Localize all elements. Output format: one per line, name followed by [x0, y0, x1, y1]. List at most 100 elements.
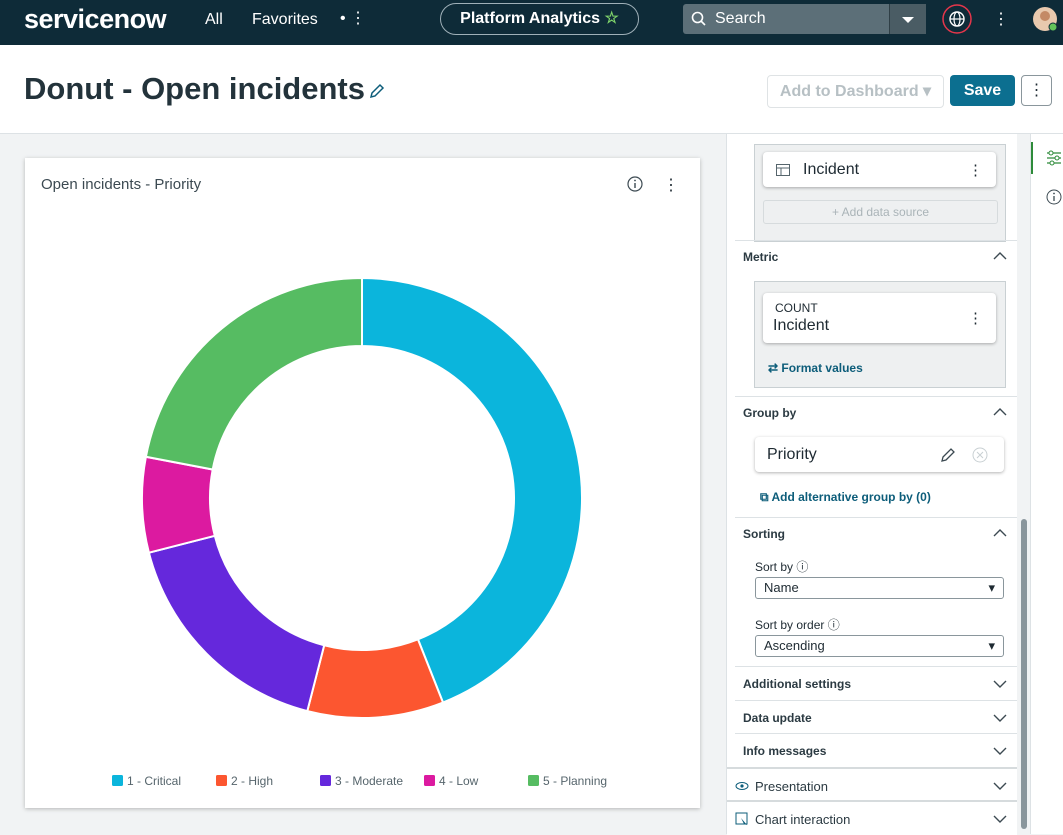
nav-link[interactable]: All: [205, 11, 223, 28]
cursor-icon: [735, 812, 748, 825]
page-title: Donut - Open incidents: [24, 71, 365, 106]
divider: [735, 240, 1017, 241]
section-title: Chart interaction: [755, 812, 851, 827]
donut-chart: 1 - Critical 2 - High 3 - Moderate 4 - Low 5…: [112, 276, 607, 788]
search-box[interactable]: Search: [683, 4, 926, 34]
globe-button[interactable]: [941, 4, 973, 34]
add-data-source-label: Add data source: [841, 205, 930, 219]
legend-swatch: [112, 775, 123, 786]
remove-group[interactable]: [972, 447, 988, 463]
header-kebab[interactable]: ⋮: [1021, 75, 1052, 106]
eye-icon: [735, 781, 749, 790]
data-source-card[interactable]: Incident ⋮: [763, 152, 996, 187]
legend-swatch: [320, 775, 331, 786]
info-icon[interactable]: [627, 176, 643, 192]
expand-icon[interactable]: [993, 679, 1007, 689]
metric-aggregate: COUNT: [775, 301, 818, 315]
collapsed-section[interactable]: Presentation: [727, 766, 1017, 802]
field-label: Sort by ⓘ: [755, 560, 809, 574]
format-values-label: Format values: [781, 361, 863, 375]
star-icon[interactable]: ☆: [604, 10, 619, 27]
legend-label: 1 - Critical: [127, 774, 181, 788]
expand-icon[interactable]: [993, 781, 1007, 791]
sort-by-select[interactable]: Name ▾: [755, 577, 1004, 599]
data-source-name: Incident: [803, 161, 860, 178]
page-header: Donut - Open incidents Add to Dashboard …: [0, 45, 1063, 134]
app-pill[interactable]: Platform Analytics ☆: [440, 3, 639, 35]
donut-slice: [361, 276, 583, 704]
sort-order-value: Ascending: [764, 638, 825, 653]
sort-order-select[interactable]: Ascending ▾: [755, 635, 1004, 657]
search-placeholder: Search: [715, 10, 766, 27]
expand-icon[interactable]: [993, 814, 1007, 824]
section-title: Group by: [743, 406, 797, 420]
info-tab[interactable]: [1046, 189, 1062, 205]
legend-swatch: [216, 775, 227, 786]
edit-group[interactable]: [940, 447, 956, 463]
legend-label: 5 - Planning: [543, 774, 607, 788]
metric-table: Incident: [773, 317, 830, 334]
search-dropdown[interactable]: [889, 4, 926, 34]
donut-slice: [141, 455, 216, 554]
collapse-icon[interactable]: [993, 407, 1007, 417]
legend-label: 4 - Low: [439, 774, 479, 788]
side-rail: [1030, 134, 1063, 834]
sort-by-value: Name: [764, 580, 799, 595]
donut-slice: [306, 638, 445, 719]
metric-kebab[interactable]: ⋮: [968, 310, 983, 327]
legend-label: 3 - Moderate: [335, 774, 403, 788]
legend-swatch: [528, 775, 539, 786]
edit-title[interactable]: [368, 82, 386, 100]
group-by-field: Priority: [767, 446, 817, 463]
add-group-by-label: Add alternative group by (0): [771, 490, 931, 504]
scrollbar[interactable]: [1021, 519, 1027, 829]
save-button[interactable]: Save: [950, 75, 1015, 106]
section-title: Info messages: [743, 744, 827, 758]
add-data-source[interactable]: + Add data source: [763, 200, 998, 224]
active-indicator: [1031, 142, 1033, 174]
collapsed-section[interactable]: Additional settings: [735, 666, 1017, 700]
section-title: Metric: [743, 250, 779, 264]
data-source-kebab[interactable]: ⋮: [968, 162, 983, 179]
more-menu[interactable]: • ⋮: [340, 10, 367, 27]
sort-by-label: Sort by: [755, 560, 794, 574]
collapse-icon[interactable]: [993, 528, 1007, 538]
app-name: Platform Analytics: [460, 10, 601, 27]
expand-icon[interactable]: [993, 713, 1007, 723]
nav-kebab[interactable]: ⋮: [993, 11, 1009, 28]
divider: [735, 517, 1017, 518]
divider: [735, 396, 1017, 397]
avatar[interactable]: [1032, 6, 1058, 32]
donut-slice: [144, 276, 363, 471]
config-tab[interactable]: [1046, 150, 1062, 166]
collapsed-section[interactable]: Chart interaction: [727, 800, 1017, 835]
add-to-dashboard-label: Add to Dashboard: [779, 83, 919, 100]
collapse-icon[interactable]: [993, 251, 1007, 261]
config-panel: Incident ⋮ + Add data source Metric COUN…: [726, 134, 1027, 835]
navbar: servicenow All Favorites • ⋮ Platform An…: [0, 0, 1063, 45]
chart-card: Open incidents - Priority ⋮ 1 - Critical…: [25, 158, 700, 808]
add-to-dashboard[interactable]: Add to Dashboard ▾: [767, 75, 944, 108]
metric-card[interactable]: COUNT Incident ⋮: [763, 293, 996, 343]
chart-kebab[interactable]: ⋮: [663, 177, 679, 194]
collapsed-section[interactable]: Info messages: [735, 733, 1017, 767]
legend-label: 2 - High: [231, 774, 273, 788]
search-icon: [691, 11, 706, 26]
field-label: Sort by order ⓘ: [755, 618, 840, 632]
format-values[interactable]: ⇄ Format values: [768, 361, 863, 375]
add-group-by[interactable]: ⧉ Add alternative group by (0): [760, 490, 931, 504]
group-by-card[interactable]: Priority: [755, 437, 1004, 472]
nav-link[interactable]: Favorites: [252, 11, 318, 28]
section-title: Sorting: [743, 527, 785, 541]
collapsed-section[interactable]: Data update: [735, 699, 1017, 734]
donut-slice: [147, 534, 326, 713]
section-title: Additional settings: [743, 677, 851, 691]
legend-swatch: [424, 775, 435, 786]
expand-icon[interactable]: [993, 746, 1007, 756]
chart-title: Open incidents - Priority: [41, 176, 202, 193]
section-title: Data update: [743, 710, 812, 725]
section-title: Presentation: [755, 778, 828, 794]
logo[interactable]: servicenow: [24, 4, 167, 34]
table-icon: [776, 164, 790, 176]
